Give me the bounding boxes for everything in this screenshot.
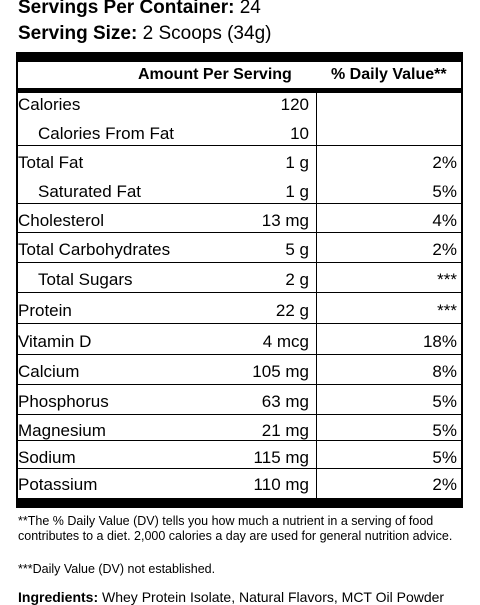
serving-size-value: 2 Scoops (34g): [142, 23, 272, 44]
nutrient-amount: 110 mg: [253, 475, 309, 494]
row-divider: [16, 292, 463, 293]
nutrient-amount: 4 mcg: [262, 332, 309, 351]
nutrient-name: Potassium: [18, 475, 98, 494]
nutrient-amount: 13 mg: [261, 211, 309, 230]
nutrient-daily-value: 8%: [432, 362, 457, 381]
nutrient-name: Vitamin D: [18, 332, 92, 351]
nutrient-daily-value: 18%: [422, 332, 457, 351]
nutrient-amount: 5 g: [285, 240, 309, 259]
nutrient-daily-value: 2%: [432, 153, 457, 172]
daily-value-header: % Daily Value**: [331, 66, 447, 83]
servings-per-container: Servings Per Container: 24: [18, 0, 261, 19]
nutrient-name: Saturated Fat: [38, 182, 142, 201]
servings-per-container-label: Servings Per Container:: [18, 0, 235, 18]
row-divider: [16, 440, 463, 441]
nutrient-name: Calcium: [18, 362, 80, 381]
nutrient-name: Total Sugars: [38, 270, 133, 289]
header-thick-bar: [16, 88, 463, 93]
row-divider: [16, 414, 463, 415]
nutrient-amount: 22 g: [275, 301, 309, 320]
nutrient-amount: 105 mg: [252, 362, 309, 381]
frame-right: [461, 52, 463, 508]
top-thick-bar: [16, 52, 463, 62]
nutrient-amount: 1 g: [285, 182, 309, 201]
servings-per-container-value: 24: [239, 0, 261, 18]
amount-per-serving-header: Amount Per Serving: [138, 66, 292, 83]
nutrient-amount: 21 mg: [261, 421, 309, 440]
nutrient-amount: 10: [290, 124, 309, 143]
nutrient-daily-value: 5%: [432, 182, 457, 201]
nutrient-name: Total Carbohydrates: [18, 240, 171, 259]
nutrient-amount: 1 g: [285, 153, 309, 172]
nutrient-name: Calories From Fat: [38, 124, 175, 143]
nutrient-daily-value: 2%: [432, 475, 457, 494]
nutrient-name: Sodium: [18, 448, 76, 467]
row-divider: [16, 203, 463, 204]
nutrient-amount: 63 mg: [261, 392, 309, 411]
row-divider: [16, 145, 463, 146]
nutrient-amount: 115 mg: [253, 448, 309, 467]
nutrient-daily-value: 5%: [432, 448, 457, 467]
column-divider: [316, 93, 317, 498]
row-divider: [16, 384, 463, 385]
nutrient-daily-value: 4%: [432, 211, 457, 230]
nutrient-amount: 120: [280, 95, 309, 114]
row-divider: [16, 468, 463, 469]
nutrient-name: Calories: [18, 95, 81, 114]
nutrient-name: Phosphorus: [18, 392, 109, 411]
row-divider: [16, 354, 463, 355]
row-divider: [16, 323, 463, 324]
frame-left: [16, 52, 18, 508]
ingredients-label: Ingredients:: [18, 589, 99, 605]
nutrient-name: Cholesterol: [18, 211, 104, 230]
nutrient-daily-value: ***: [437, 270, 457, 289]
nutrient-name: Magnesium: [18, 421, 106, 440]
nutrient-daily-value: 5%: [432, 392, 457, 411]
dv-footnote: **The % Daily Value (DV) tells you how m…: [18, 514, 453, 543]
bottom-thick-bar: [16, 498, 463, 508]
ingredients: Ingredients: Whey Protein Isolate, Natur…: [18, 589, 444, 605]
not-established-footnote: ***Daily Value (DV) not established.: [18, 562, 216, 576]
nutrient-daily-value: 5%: [432, 421, 457, 440]
row-divider: [16, 262, 463, 263]
serving-size-label: Serving Size:: [18, 23, 138, 44]
nutrient-daily-value: ***: [437, 301, 457, 320]
ingredients-text: Whey Protein Isolate, Natural Flavors, M…: [102, 589, 445, 605]
nutrient-daily-value: 2%: [432, 240, 457, 259]
serving-size: Serving Size: 2 Scoops (34g): [18, 23, 271, 45]
row-divider: [16, 232, 463, 233]
nutrient-amount: 2 g: [285, 270, 309, 289]
nutrient-name: Protein: [18, 301, 72, 320]
nutrient-name: Total Fat: [18, 153, 84, 172]
